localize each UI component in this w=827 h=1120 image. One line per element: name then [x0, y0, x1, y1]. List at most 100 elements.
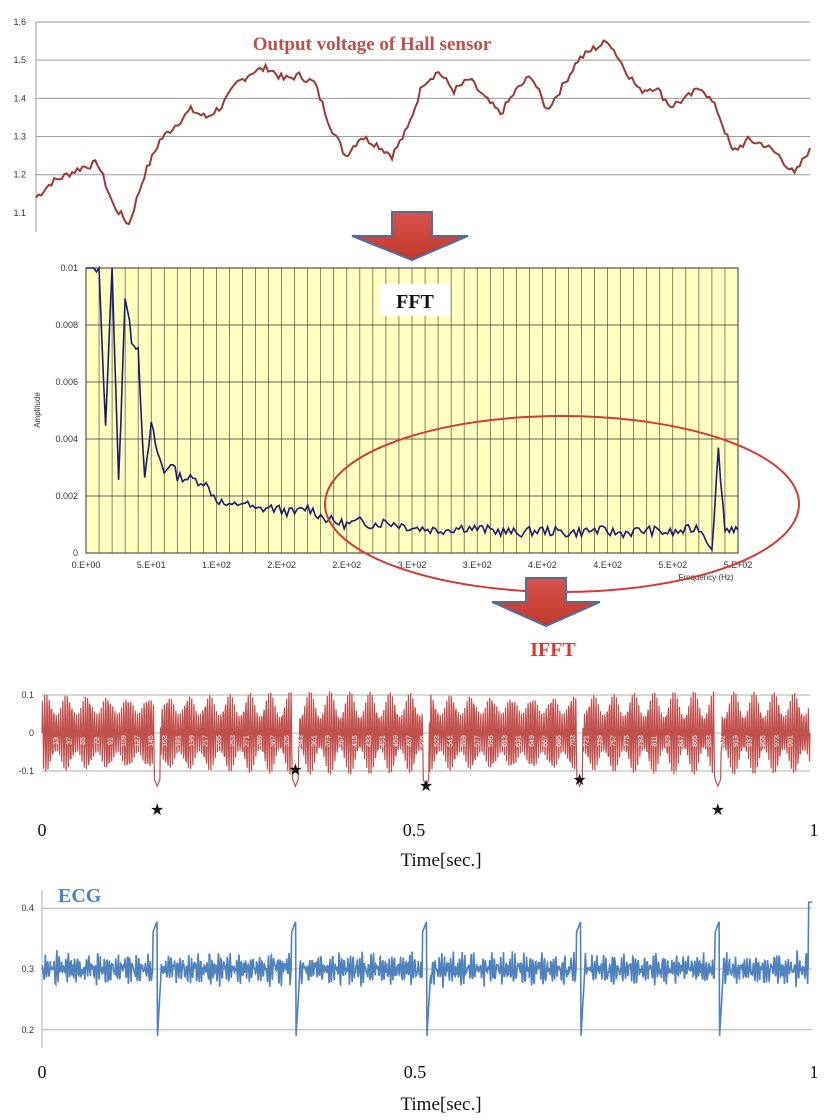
fft-ytick-label: 0.008 — [55, 320, 78, 330]
fft-plot-border — [85, 267, 739, 554]
fft-xtick-label: 4.E+02 — [593, 560, 622, 570]
ecg-signal-line — [41, 901, 812, 1036]
ifft-sample-label: 721 — [583, 735, 590, 747]
fft-ytick-label: 0.002 — [55, 491, 78, 501]
fft-spectrum-line — [86, 265, 739, 552]
ifft-sample-label: 55 — [80, 737, 87, 745]
ifft-sample-label: 973 — [774, 735, 781, 747]
ifft-sample-label: 649 — [529, 735, 536, 747]
ifft-sample-label: 865 — [692, 735, 699, 747]
fft-xtick-label: 5.E+02 — [658, 560, 687, 570]
fft-xlabel: Frequency (Hz) — [678, 573, 733, 582]
down-arrow-2 — [491, 577, 601, 628]
ifft-sample-label: 775 — [624, 735, 631, 747]
fft-xtick-label: 4.E+02 — [528, 560, 557, 570]
ifft-sample-label: 613 — [502, 735, 509, 747]
fft-title-box — [380, 284, 450, 316]
fft-xtick-label: 3.E+02 — [463, 560, 492, 570]
fft-xtick-label: 2.E+02 — [332, 560, 361, 570]
ecg-title: ECG — [58, 885, 102, 907]
fft-xtick-label: 5.E+02 — [724, 560, 753, 570]
ifft-sample-label: 289 — [257, 735, 264, 747]
ifft-sample-label: 469 — [393, 735, 400, 747]
ecg-ytick-label: 0.2 — [21, 1025, 34, 1035]
ifft-sample-label: 37 — [67, 737, 74, 745]
ifft-xtick-label: 0 — [38, 820, 47, 840]
ifft-sample-label: 991 — [787, 735, 794, 747]
fft-xtick-label: 1.E+02 — [202, 560, 231, 570]
ifft-panel: 0.10-0.1 19 37 55 73 91 109 127 145 163 181 199 217… — [18, 690, 818, 871]
hall-ytick-label: 1.4 — [13, 93, 26, 103]
ifft-sample-label: 415 — [352, 735, 359, 747]
ifft-sample-label: 829 — [665, 735, 672, 747]
peak-star-icon: ★ — [419, 776, 433, 795]
ifft-xtick-label: 1 — [810, 820, 819, 840]
hall-voltage-panel: 1.1 1.2 1.3 1.4 1.5 1.6 Output voltage of Hal… — [13, 17, 811, 232]
ifft-sample-label: 577 — [475, 735, 482, 747]
ifft-sample-label: 217 — [203, 735, 210, 747]
ecg-panel: 0.2 0.3 0.4 ECG 0 0.5 1 Time[sec.] — [21, 885, 818, 1115]
fft-ytick-label: 0.004 — [55, 434, 78, 444]
ifft-sample-label: 73 — [94, 737, 101, 745]
hall-ytick-label: 1.1 — [13, 208, 26, 218]
ifft-sample-label: 559 — [461, 735, 468, 747]
ifft-sample-label: 955 — [760, 735, 767, 747]
ifft-sample-label: 19 — [53, 737, 60, 745]
ifft-sample-label: 361 — [311, 735, 318, 747]
fft-ytick-label: 0.01 — [60, 263, 78, 273]
fft-ytick-label: 0 — [73, 548, 78, 558]
peak-star-icon: ★ — [711, 800, 725, 819]
ecg-xtick-label: 0.5 — [404, 1062, 427, 1082]
ifft-sample-label: 307 — [271, 735, 278, 747]
ifft-sample-label: 541 — [447, 735, 454, 747]
ifft-sample-label: 253 — [230, 735, 237, 747]
ifft-sample-label: 451 — [379, 735, 386, 747]
ifft-sample-label: 703 — [570, 735, 577, 747]
ecg-ytick-label: 0.3 — [21, 964, 34, 974]
ifft-sample-label: 901 — [719, 735, 726, 747]
ifft-sample-label: 145 — [148, 735, 155, 747]
fft-ytick-label: 0.006 — [55, 377, 78, 387]
ifft-sample-label: 847 — [679, 735, 686, 747]
fft-xtick-label: 2.E+02 — [267, 560, 296, 570]
ecg-xtick-label: 0 — [38, 1062, 47, 1082]
down-arrow-1 — [351, 211, 469, 262]
ecg-xtick-label: 1 — [810, 1062, 819, 1082]
ifft-sample-label: 235 — [216, 735, 223, 747]
ifft-sample-label: 883 — [706, 735, 713, 747]
ifft-sample-label: 109 — [121, 735, 128, 747]
peak-star-icon: ★ — [288, 760, 302, 779]
ifft-sample-label: 739 — [597, 735, 604, 747]
hall-ytick-label: 1.2 — [13, 170, 26, 180]
ifft-sample-label: 793 — [638, 735, 645, 747]
ifft-sample-label: 811 — [651, 735, 658, 746]
ifft-title: IFFT — [530, 639, 576, 661]
ifft-sample-label: 181 — [175, 735, 182, 747]
ifft-sample-label: 433 — [366, 735, 373, 747]
ifft-sample-label: 271 — [243, 735, 250, 747]
fft-panel: 0 0.002 0.004 0.006 0.008 0.01 0.E+00 5.E+01 1.… — [33, 263, 800, 593]
ifft-sample-label: 487 — [407, 735, 414, 747]
ifft-ytick-label: 0.1 — [21, 690, 34, 700]
ifft-sample-label: 631 — [515, 735, 522, 747]
ifft-xtick-label: 0.5 — [403, 820, 426, 840]
ifft-sample-label: 325 — [284, 735, 291, 747]
ifft-sample-label: 757 — [611, 735, 618, 747]
ifft-sample-label: 379 — [325, 735, 332, 747]
ifft-sample-label: 523 — [434, 735, 441, 747]
fft-title: FFT — [396, 291, 434, 313]
ecg-ytick-label: 0.4 — [21, 903, 34, 913]
ifft-sample-label: 397 — [339, 735, 346, 747]
ifft-sample-label: 127 — [135, 735, 142, 747]
fft-xtick-label: 5.E+01 — [137, 560, 166, 570]
hall-ytick-label: 1.5 — [13, 55, 26, 65]
ifft-ytick-label: 0 — [29, 728, 34, 738]
ifft-signal-line — [41, 691, 811, 788]
hall-voltage-line — [35, 39, 811, 226]
hall-ytick-label: 1.3 — [13, 132, 26, 142]
ifft-sample-label: 937 — [747, 735, 754, 747]
peak-star-icon: ★ — [572, 770, 586, 789]
ifft-sample-label: 91 — [107, 737, 114, 745]
